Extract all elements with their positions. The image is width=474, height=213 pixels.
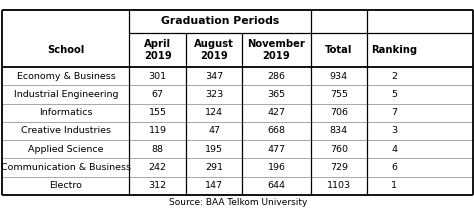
Text: 291: 291 [205, 163, 223, 172]
Text: April
2019: April 2019 [144, 39, 172, 61]
Text: 760: 760 [330, 145, 348, 154]
Text: Total: Total [325, 45, 353, 55]
Text: 365: 365 [267, 90, 286, 99]
Text: Industrial Engineering: Industrial Engineering [14, 90, 118, 99]
Text: 7: 7 [391, 108, 397, 117]
Text: 834: 834 [330, 127, 348, 135]
Text: 196: 196 [267, 163, 285, 172]
Text: 729: 729 [330, 163, 348, 172]
Text: 427: 427 [267, 108, 285, 117]
Text: 706: 706 [330, 108, 348, 117]
Text: School: School [47, 45, 84, 55]
Text: 347: 347 [205, 72, 223, 81]
Text: 312: 312 [149, 181, 167, 190]
Text: 88: 88 [152, 145, 164, 154]
Text: 2: 2 [391, 72, 397, 81]
Text: 242: 242 [149, 163, 167, 172]
Text: 323: 323 [205, 90, 223, 99]
Text: 3: 3 [391, 127, 397, 135]
Text: 147: 147 [205, 181, 223, 190]
Text: 124: 124 [205, 108, 223, 117]
Text: Electro: Electro [49, 181, 82, 190]
Text: 67: 67 [152, 90, 164, 99]
Text: Ranking: Ranking [371, 45, 417, 55]
Text: 119: 119 [149, 127, 167, 135]
Text: 5: 5 [391, 90, 397, 99]
Text: Graduation Periods: Graduation Periods [161, 16, 279, 26]
Text: Informatics: Informatics [39, 108, 92, 117]
Text: Creative Industries: Creative Industries [21, 127, 111, 135]
Text: 155: 155 [149, 108, 167, 117]
Text: 1: 1 [391, 181, 397, 190]
Text: 477: 477 [267, 145, 285, 154]
Text: August
2019: August 2019 [194, 39, 234, 61]
Text: November
2019: November 2019 [247, 39, 305, 61]
Text: 1103: 1103 [327, 181, 351, 190]
Text: 644: 644 [267, 181, 285, 190]
Text: Source: BAA Telkom University: Source: BAA Telkom University [169, 198, 307, 207]
Text: 301: 301 [149, 72, 167, 81]
Text: 934: 934 [330, 72, 348, 81]
Text: 668: 668 [267, 127, 285, 135]
Text: 286: 286 [267, 72, 285, 81]
Text: Economy & Business: Economy & Business [17, 72, 115, 81]
Text: 47: 47 [208, 127, 220, 135]
Text: Communication & Business: Communication & Business [1, 163, 131, 172]
Text: 6: 6 [391, 163, 397, 172]
Text: 4: 4 [391, 145, 397, 154]
Text: 755: 755 [330, 90, 348, 99]
Text: Applied Science: Applied Science [28, 145, 104, 154]
Text: 195: 195 [205, 145, 223, 154]
